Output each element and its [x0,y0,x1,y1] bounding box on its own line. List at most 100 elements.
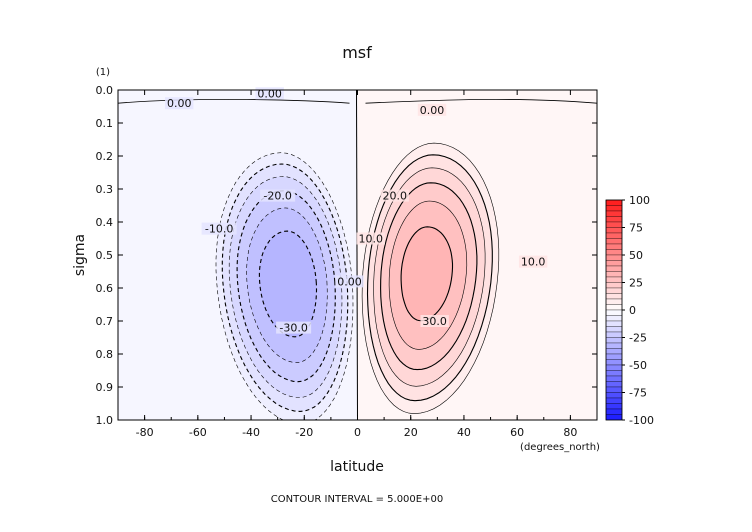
contour-label: 30.0 [422,315,447,328]
chart-title: msf [342,43,372,62]
contour-label-group: 10.0 [518,255,548,269]
northern-cell-contour-1 [361,142,500,415]
northern-cell-contour-4 [380,182,478,371]
x-tick-label: 60 [510,426,524,439]
y-tick-label: 0.3 [96,183,114,196]
colorbar-segment [605,375,623,382]
contour-label-bg [380,189,409,202]
x-tick-label: -60 [189,426,207,439]
colorbar-segment [605,381,623,388]
y-tick-label: 0.1 [96,117,114,130]
colorbar-tick-label: 0 [629,304,636,317]
colorbar-segment [605,392,623,399]
x-tick-label: -20 [295,426,313,439]
colorbar-segment [605,243,623,250]
colorbar-segment [605,364,623,371]
colorbar-segment [605,309,623,316]
contour-label-layer: 0.00 0.00 0.00 -10.0 -20.0 -30.0 0.00 10.0 20.0 3… [165,87,548,335]
colorbar-segment [605,326,623,333]
southern-cell-contour-2 [221,163,349,412]
colorbar-segment [605,386,623,393]
contour-label-bg [420,315,449,327]
contour-label-group: 0.00 [165,97,194,110]
northern-cell-fill-6 [401,226,453,321]
y-tick-label: 0.4 [96,216,114,229]
northern-cell-contour-5 [388,200,468,350]
colorbar-segment [605,359,623,366]
contour-label-bg [335,275,364,288]
colorbar-segment [605,249,623,256]
southern-cell-contour-1 [215,152,354,420]
colorbar-segment [605,353,623,360]
contour-label-group: 20.0 [380,189,409,203]
southern-cell-contour-5 [246,207,328,363]
colorbar-segment [605,232,623,239]
contour-label-bg [260,189,296,202]
zero-contour-top-south [118,98,350,104]
contour-label: -10.0 [205,223,233,236]
colorbar-segment [605,199,623,206]
y-axis-label: sigma [72,234,88,276]
northern-cell-contour-2 [366,154,493,402]
colorbar-segment [605,265,623,272]
contour-label: 10.0 [521,256,546,269]
x-axis-label: latitude [330,459,384,475]
contour-label: -30.0 [279,322,307,335]
colorbar-segment [605,227,623,234]
colorbar-segment [605,205,623,212]
colorbar-segment [605,238,623,245]
y-tick-label: 0.8 [96,348,114,361]
colorbar-segment [605,254,623,261]
x-axis-units: (degrees_north) [520,442,600,453]
y-axis: 0.0 0.1 0.2 0.3 0.4 0.5 0.6 0.7 0.8 0.9 1.0 [96,84,597,427]
contour-label-bg [201,222,237,235]
x-tick-label: -80 [136,426,154,439]
colorbar-tick-label: 100 [629,194,650,207]
colorbar-segment [605,414,623,421]
colorbar-segment [605,271,623,278]
colorbar-segment [605,331,623,338]
contour-label-group: 30.0 [420,315,449,328]
contour-label-bg [417,103,447,116]
colorbar-segment [605,348,623,355]
colorbar-segment [605,397,623,404]
contour-line-layer [118,90,597,420]
colorbar-tick-label: 75 [629,222,643,235]
contour-label-group: 0.00 [255,87,284,100]
x-tick-label: 80 [563,426,577,439]
x-axis: -80 -60 -40 -20 0 20 40 60 80 [117,90,598,439]
contour-label: 0.00 [337,275,362,288]
colorbar-tick-label: -25 [629,332,647,345]
contour-label-group: -20.0 [260,189,296,203]
contour-label-group: -30.0 [276,321,312,335]
colorbar-tick-label: 50 [629,249,643,262]
colorbar-segment [605,293,623,300]
contour-label: -20.0 [263,190,291,203]
colorbar-segment [605,320,623,327]
x-tick-label: -40 [242,426,260,439]
y-axis-units: (1) [96,67,110,78]
contour-label-bg [165,97,194,110]
contour-label: 0.00 [420,104,445,117]
colorbar-segment [605,210,623,217]
y-tick-label: 0.5 [96,249,114,262]
contour-label-group: -10.0 [201,222,237,236]
contour-label-group: 10.0 [356,232,386,246]
zero-contour-equator [356,90,358,420]
y-tick-label: 0.6 [96,282,114,295]
zero-contour-top-north [365,98,597,104]
colorbar-segment [605,287,623,294]
contour-interval-note: CONTOUR INTERVAL = 5.000E+00 [271,494,443,505]
contour-label: 20.0 [383,190,408,203]
colorbar-segment [605,276,623,283]
colorbar-segment [605,370,623,377]
southern-cell-contour-4 [236,190,336,383]
northern-cell-contour-6 [400,226,454,322]
plot-area [118,90,597,420]
contour-label-bg [518,255,548,268]
y-tick-label: 0.0 [96,84,114,97]
colorbar-segment [605,260,623,267]
colorbar-tick-label: 25 [629,277,643,290]
colorbar-tick-label: -75 [629,387,647,400]
